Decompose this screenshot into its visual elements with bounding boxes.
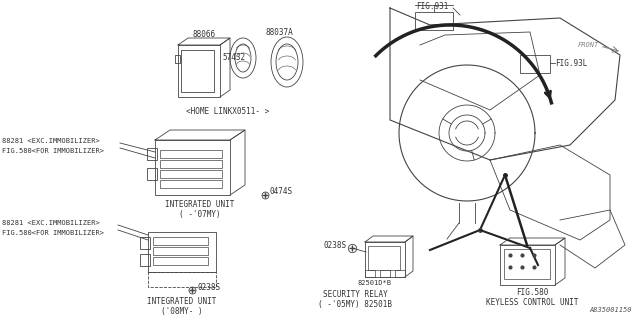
Text: 0238S: 0238S [323, 242, 346, 251]
Bar [147, 168, 157, 180]
Bar [147, 148, 157, 160]
Text: FRONT: FRONT [578, 42, 599, 48]
Bar [153, 247, 208, 255]
Bar [160, 170, 222, 178]
Bar [140, 254, 150, 266]
Text: 57432: 57432 [223, 53, 246, 62]
Bar [395, 270, 405, 277]
Bar [160, 160, 222, 168]
Bar [155, 140, 230, 195]
Text: A835001150: A835001150 [589, 307, 632, 313]
Text: FIG.580: FIG.580 [516, 288, 548, 297]
Text: 88037A: 88037A [266, 28, 294, 37]
Text: ( -'07MY): ( -'07MY) [179, 210, 221, 219]
Bar [160, 180, 222, 188]
Text: 88066: 88066 [193, 30, 216, 39]
Text: KEYLESS CONTROL UNIT: KEYLESS CONTROL UNIT [486, 298, 579, 307]
Text: ( -'05MY) 82501B: ( -'05MY) 82501B [318, 300, 392, 309]
Text: ('08MY- ): ('08MY- ) [161, 307, 203, 316]
Bar [160, 150, 222, 158]
Text: INTEGRATED UNIT: INTEGRATED UNIT [147, 297, 217, 306]
Bar [415, 12, 453, 30]
Bar [365, 242, 405, 277]
Text: 82501D*B: 82501D*B [358, 280, 392, 286]
Bar [153, 257, 208, 265]
Bar [175, 55, 180, 63]
Text: FIG.580<FOR IMMOBILIZER>: FIG.580<FOR IMMOBILIZER> [2, 148, 104, 154]
Bar [153, 237, 208, 245]
Text: FIG.931: FIG.931 [416, 2, 448, 11]
Text: <HOME LINKX0511- >: <HOME LINKX0511- > [186, 107, 269, 116]
Bar [520, 55, 550, 73]
Text: 0474S: 0474S [270, 188, 293, 196]
Text: SECURITY RELAY: SECURITY RELAY [323, 290, 387, 299]
Text: 88281 <EXC.IMMOBILIZER>: 88281 <EXC.IMMOBILIZER> [2, 220, 100, 226]
Text: FIG.93L: FIG.93L [555, 59, 588, 68]
Text: INTEGRATED UNIT: INTEGRATED UNIT [165, 200, 235, 209]
Bar [504, 249, 550, 279]
Bar [380, 270, 390, 277]
Bar [148, 272, 216, 287]
Bar [368, 246, 400, 270]
Text: 0238S: 0238S [198, 284, 221, 292]
Bar [181, 50, 214, 92]
Bar [140, 237, 150, 249]
Bar [500, 245, 555, 285]
Text: FIG.580<FOR IMMOBILIZER>: FIG.580<FOR IMMOBILIZER> [2, 230, 104, 236]
Bar [148, 232, 216, 272]
Bar [178, 45, 220, 97]
Text: 88281 <EXC.IMMOBILIZER>: 88281 <EXC.IMMOBILIZER> [2, 138, 100, 144]
Bar [365, 270, 375, 277]
